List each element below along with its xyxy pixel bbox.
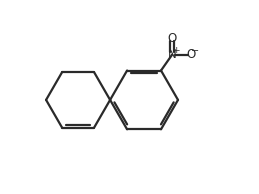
Text: O: O xyxy=(168,32,177,45)
Text: +: + xyxy=(172,46,180,55)
Text: N: N xyxy=(168,48,177,61)
Text: O: O xyxy=(186,48,195,61)
Text: −: − xyxy=(191,46,199,56)
